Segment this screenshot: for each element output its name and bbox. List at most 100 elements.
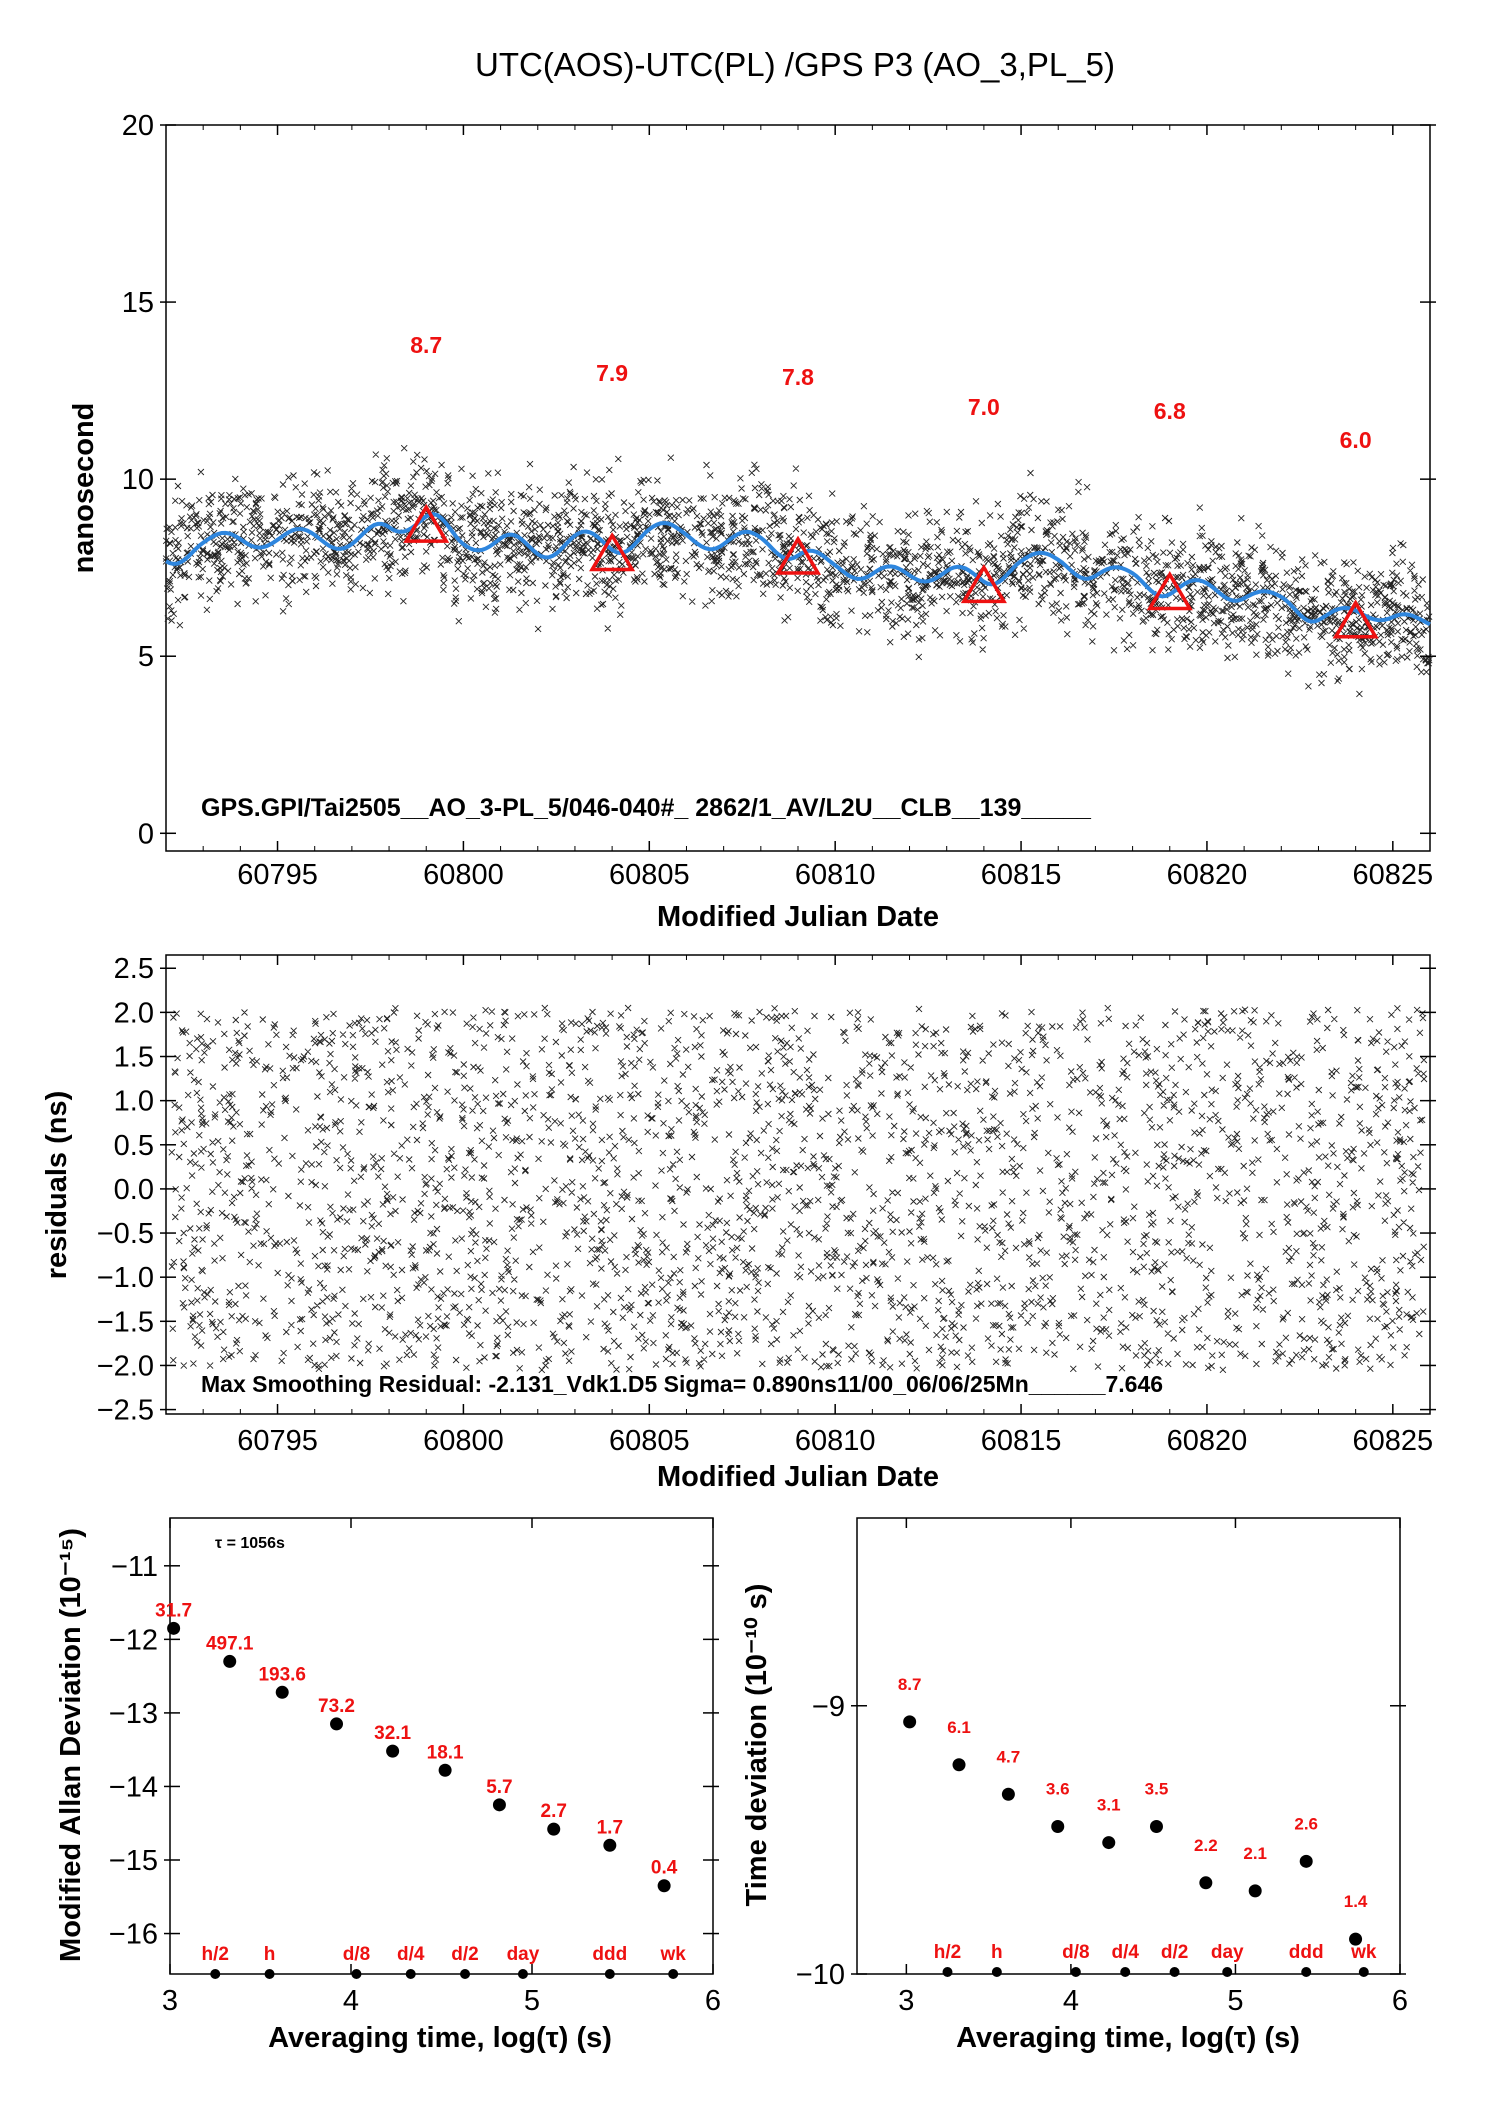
triangle-markers: 8.7 7.9 7.8 7.0 6.8 6.0 xyxy=(403,332,1379,639)
deviation-point xyxy=(386,1744,400,1758)
interval-label: h xyxy=(991,1942,1003,1963)
y-axis-label: Time deviation (10⁻¹⁰ s) xyxy=(741,1584,773,1907)
interval-dot xyxy=(264,1969,275,1979)
triangle-label: 7.9 xyxy=(596,360,628,386)
x-tick-label: 60800 xyxy=(423,859,504,891)
plot-frame-allan xyxy=(169,1517,714,1975)
interval-markers: h/2 h d/8 d/4 d/2 day ddd wk xyxy=(934,1942,1377,1977)
interval-dot xyxy=(1222,1967,1233,1977)
y-tick-label: −12 xyxy=(109,1624,158,1656)
x-tick-label: 4 xyxy=(343,1985,359,2017)
point-label: 3.1 xyxy=(1097,1796,1121,1815)
x-tick-label: 60825 xyxy=(1352,1425,1433,1457)
x-axis-label: Averaging time, log(τ) (s) xyxy=(956,2022,1300,2054)
interval-dot xyxy=(1301,1967,1312,1977)
triangle-marker xyxy=(1332,599,1379,639)
y-tick-label: 2.0 xyxy=(114,997,154,1029)
x-axis-label: Averaging time, log(τ) (s) xyxy=(268,2022,612,2054)
interval-dot xyxy=(405,1969,416,1979)
point-label: 4.7 xyxy=(997,1747,1021,1766)
point-label: 1.7 xyxy=(597,1817,623,1838)
axis-ticks: 3 4 5 6 −16 −15 −14 −13 −12 −11 xyxy=(109,1518,721,2017)
point-label: 6.1 xyxy=(947,1718,971,1737)
x-tick-label: 60820 xyxy=(1167,859,1248,891)
triangle-label: 7.0 xyxy=(968,394,1000,420)
point-label: 497.1 xyxy=(206,1633,254,1654)
interval-label: h/2 xyxy=(934,1942,961,1963)
deviation-point xyxy=(1149,1819,1163,1833)
x-tick-label: 3 xyxy=(898,1985,914,2017)
deviation-point xyxy=(1051,1819,1065,1833)
interval-dot xyxy=(991,1967,1002,1977)
y-tick-label: −15 xyxy=(109,1845,158,1877)
axis-ticks: 3 4 5 6 −10 −9 xyxy=(796,1518,1408,2017)
x-tick-label: 60815 xyxy=(981,1425,1062,1457)
y-tick-label: −16 xyxy=(109,1919,158,1951)
interval-label: day xyxy=(507,1944,540,1965)
x-tick-label: 60820 xyxy=(1167,1425,1248,1457)
y-tick-label: 20 xyxy=(122,110,154,142)
deviation-point xyxy=(952,1758,966,1772)
interval-dot xyxy=(668,1969,679,1979)
interval-label: day xyxy=(1211,1942,1244,1963)
triangle-marker xyxy=(1146,571,1193,611)
main-timeseries-panel: UTC(AOS)-UTC(PL) /GPS P3 (AO_3,PL_5) 8.7… xyxy=(68,46,1436,933)
point-label: 8.7 xyxy=(898,1675,922,1694)
y-tick-label: 5 xyxy=(138,641,154,673)
axis-ticks: 60795 60800 60805 60810 60815 60820 60825 −2.5 −… xyxy=(97,953,1436,1457)
x-tick-label: 60795 xyxy=(237,859,318,891)
deviation-point xyxy=(903,1715,917,1729)
interval-label: ddd xyxy=(592,1944,627,1965)
interval-markers: h/2 h d/8 d/4 d/2 day ddd wk xyxy=(202,1944,687,1979)
deviation-point xyxy=(1299,1854,1313,1868)
point-label: 2.1 xyxy=(1243,1844,1267,1863)
x-tick-label: 5 xyxy=(524,1985,540,2017)
y-tick-label: −11 xyxy=(111,1551,158,1583)
point-label: 193.6 xyxy=(258,1664,306,1685)
y-axis-label: Modified Allan Deviation (10⁻¹⁵) xyxy=(55,1528,87,1962)
interval-dot xyxy=(517,1969,528,1979)
y-tick-label: −14 xyxy=(109,1771,158,1803)
residual-points xyxy=(168,1004,1428,1374)
x-tick-label: 60815 xyxy=(981,859,1062,891)
y-axis-label: residuals (ns) xyxy=(41,1091,73,1280)
deviation-point xyxy=(603,1838,617,1852)
interval-dot xyxy=(1358,1967,1369,1977)
x-tick-label: 60805 xyxy=(609,859,690,891)
triangle-label: 6.8 xyxy=(1154,398,1186,424)
interval-label: d/4 xyxy=(397,1944,425,1965)
triangle-label: 7.8 xyxy=(782,364,814,390)
chart-title: UTC(AOS)-UTC(PL) /GPS P3 (AO_3,PL_5) xyxy=(475,46,1115,83)
deviation-point xyxy=(1248,1884,1262,1898)
residual-marks xyxy=(168,1004,1428,1374)
y-tick-label: −13 xyxy=(109,1698,158,1730)
y-tick-label: −10 xyxy=(796,1959,845,1991)
tau-note: τ = 1056s xyxy=(215,1535,285,1552)
interval-label: d/8 xyxy=(1062,1942,1089,1963)
point-label: 32.1 xyxy=(374,1723,411,1744)
y-axis-label: nanosecond xyxy=(68,403,100,574)
point-label: 0.4 xyxy=(651,1858,678,1879)
point-label: 2.2 xyxy=(1194,1836,1218,1855)
y-tick-label: −1.0 xyxy=(97,1262,154,1294)
interval-dot xyxy=(942,1967,953,1977)
deviation-point xyxy=(1102,1836,1116,1850)
interval-label: wk xyxy=(660,1944,687,1965)
triangle-marker xyxy=(960,563,1007,604)
y-tick-label: 15 xyxy=(122,287,154,319)
deviation-point xyxy=(275,1685,289,1699)
measurement-marks xyxy=(162,444,1433,698)
interval-label: d/8 xyxy=(343,1944,370,1965)
triangle-marker xyxy=(403,503,450,543)
point-label: 3.5 xyxy=(1145,1779,1169,1798)
interval-label: wk xyxy=(1350,1942,1377,1963)
interval-dot xyxy=(1070,1967,1081,1977)
point-label: 73.2 xyxy=(318,1696,355,1717)
x-tick-label: 60810 xyxy=(795,859,876,891)
interval-label: ddd xyxy=(1289,1942,1324,1963)
triangle-marker xyxy=(589,532,636,572)
y-tick-label: −2.0 xyxy=(97,1350,154,1382)
